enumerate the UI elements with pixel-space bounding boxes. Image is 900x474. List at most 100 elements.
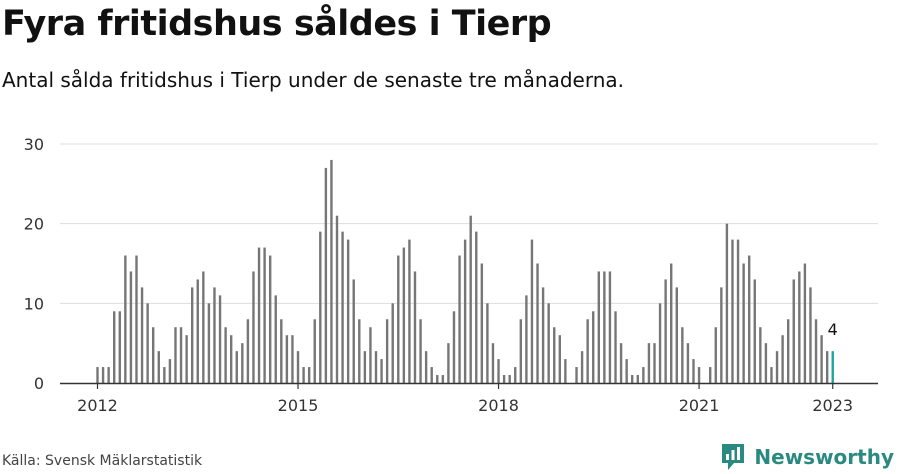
bar bbox=[441, 375, 445, 383]
bar bbox=[625, 359, 628, 383]
bar bbox=[447, 343, 450, 383]
bar bbox=[547, 303, 550, 383]
bar bbox=[463, 239, 467, 383]
bar bbox=[358, 319, 361, 383]
bar bbox=[580, 351, 584, 383]
bar bbox=[341, 231, 344, 383]
bar bbox=[397, 255, 400, 383]
y-tick-label: 20 bbox=[24, 215, 44, 234]
bar bbox=[285, 335, 289, 383]
bar bbox=[686, 343, 690, 383]
bar bbox=[241, 343, 244, 383]
bar bbox=[458, 255, 461, 383]
bar bbox=[185, 335, 188, 383]
bar bbox=[430, 367, 433, 383]
bar bbox=[575, 367, 578, 383]
bar bbox=[536, 263, 539, 383]
chart-subtitle: Antal sålda fritidshus i Tierp under de … bbox=[2, 68, 625, 92]
bar bbox=[608, 271, 612, 383]
bar bbox=[592, 311, 595, 383]
bar bbox=[792, 279, 795, 383]
brand-logo[interactable]: Newsworthy bbox=[720, 442, 894, 472]
bar bbox=[541, 287, 545, 383]
bar bbox=[140, 287, 144, 383]
bar bbox=[614, 311, 617, 383]
bar bbox=[352, 279, 355, 383]
bar bbox=[413, 271, 417, 383]
bar bbox=[497, 359, 500, 383]
y-tick-label: 0 bbox=[34, 374, 44, 393]
bar bbox=[391, 303, 394, 383]
bar bbox=[775, 351, 779, 383]
bar bbox=[385, 319, 389, 383]
bar bbox=[514, 367, 517, 383]
bar bbox=[759, 327, 762, 383]
bar bbox=[202, 271, 205, 383]
bar bbox=[714, 327, 717, 383]
bar bbox=[502, 375, 506, 383]
bar bbox=[246, 319, 250, 383]
bar bbox=[129, 271, 133, 383]
bar bbox=[747, 255, 751, 383]
bar bbox=[675, 287, 678, 383]
bar bbox=[803, 263, 807, 383]
bar bbox=[307, 367, 311, 383]
bar bbox=[424, 351, 428, 383]
bar bbox=[781, 335, 784, 383]
bar bbox=[174, 327, 177, 383]
source-note: Källa: Svensk Mäklarstatistik bbox=[2, 453, 203, 469]
bar bbox=[647, 343, 651, 383]
bar bbox=[335, 215, 339, 383]
bar bbox=[235, 351, 238, 383]
bar bbox=[330, 159, 333, 383]
x-tick-label: 2018 bbox=[478, 396, 519, 415]
bar bbox=[753, 279, 756, 383]
bar bbox=[720, 287, 723, 383]
bar bbox=[96, 367, 99, 383]
bar bbox=[469, 215, 472, 383]
bar bbox=[146, 303, 149, 383]
bar bbox=[486, 303, 489, 383]
bar bbox=[452, 311, 456, 383]
bar bbox=[475, 231, 478, 383]
bar bbox=[369, 327, 372, 383]
bar bbox=[519, 319, 523, 383]
bar bbox=[252, 271, 255, 383]
bar bbox=[291, 335, 294, 383]
bar bbox=[224, 327, 227, 383]
bar bbox=[157, 351, 160, 383]
bar bbox=[402, 247, 406, 383]
bar bbox=[302, 367, 305, 383]
bar bbox=[553, 327, 556, 383]
x-tick-label: 2012 bbox=[77, 396, 118, 415]
bar bbox=[508, 375, 511, 383]
bar bbox=[814, 319, 818, 383]
bar bbox=[731, 239, 734, 383]
bar bbox=[280, 319, 283, 383]
bar bbox=[770, 367, 773, 383]
bar bbox=[135, 255, 138, 383]
bar bbox=[168, 359, 172, 383]
bar bbox=[118, 311, 121, 383]
bar bbox=[113, 311, 116, 383]
bar bbox=[736, 239, 740, 383]
bar bbox=[670, 263, 673, 383]
bar bbox=[725, 223, 729, 383]
bar bbox=[820, 335, 823, 383]
bar bbox=[229, 335, 233, 383]
bar bbox=[786, 319, 790, 383]
bar bbox=[664, 279, 667, 383]
bar bbox=[558, 335, 562, 383]
x-tick-label: 2023 bbox=[812, 396, 853, 415]
bar bbox=[313, 319, 316, 383]
chart-title: Fyra fritidshus såldes i Tierp bbox=[2, 4, 552, 44]
bar bbox=[408, 239, 411, 383]
bar bbox=[586, 319, 589, 383]
bar bbox=[597, 271, 600, 383]
bar bbox=[324, 167, 328, 383]
bar bbox=[419, 319, 422, 383]
bar bbox=[642, 367, 645, 383]
bar bbox=[380, 359, 383, 383]
last-value-label: 4 bbox=[828, 320, 838, 339]
